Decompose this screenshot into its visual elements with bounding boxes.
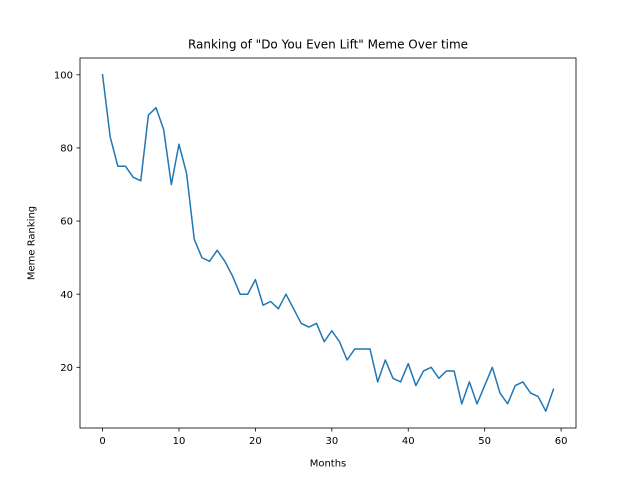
y-axis-label: Meme Ranking <box>27 206 38 280</box>
x-tick-label: 30 <box>325 436 338 447</box>
axes-frame <box>79 57 577 429</box>
x-tick-label: 50 <box>478 436 491 447</box>
y-tick-label: 40 <box>60 290 73 301</box>
y-tick-label: 20 <box>60 363 73 374</box>
chart-title: Ranking of "Do You Even Lift" Meme Over … <box>188 38 468 52</box>
x-tick-label: 0 <box>99 436 105 447</box>
x-axis-label: Months <box>310 459 347 470</box>
y-tick-label: 60 <box>60 217 73 228</box>
x-tick-label: 60 <box>555 436 568 447</box>
y-tick-label: 80 <box>60 144 73 155</box>
y-tick-label: 100 <box>54 70 73 81</box>
x-tick-label: 40 <box>402 436 415 447</box>
data-line <box>101 73 555 412</box>
x-tick-label: 10 <box>173 436 186 447</box>
plot-area: 0 10 20 30 40 50 60 20 40 60 80 100 <box>54 57 577 447</box>
x-tick-label: 20 <box>249 436 262 447</box>
